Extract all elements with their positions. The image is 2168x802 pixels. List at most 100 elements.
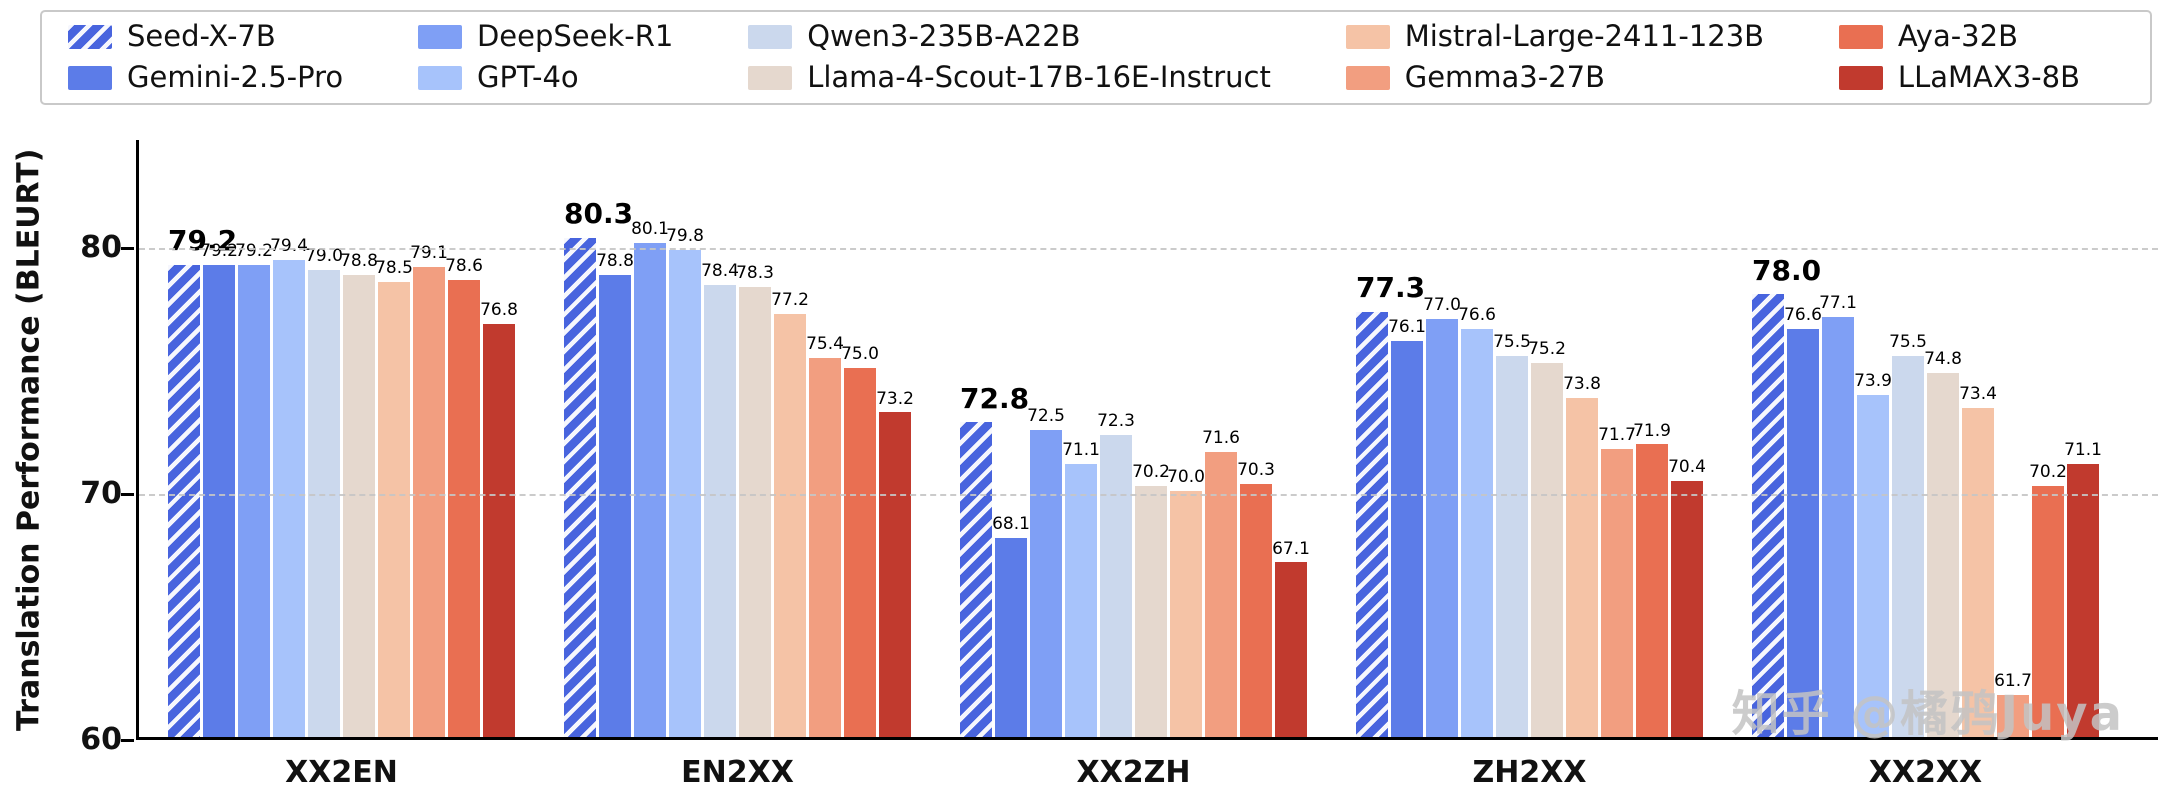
bar-rect [739, 287, 771, 737]
bar-value-label: 77.2 [771, 290, 809, 311]
bar-value-label: 79.4 [270, 236, 308, 257]
bar-value-label: 70.0 [1167, 467, 1205, 488]
bar-Aya-32B-XX2XX: 70.2 [2029, 462, 2067, 737]
bar-rect [1636, 444, 1668, 737]
bar-rect [634, 242, 666, 737]
bar-rect [1065, 464, 1097, 737]
bar-rect [1170, 491, 1202, 737]
bar-Gemma3-27B-XX2ZH: 71.6 [1202, 429, 1240, 737]
bar-rect [2067, 464, 2099, 737]
bar-value-label: 72.8 [960, 381, 1030, 415]
bar-rect [378, 282, 410, 737]
bar-Llama-4-Scout-17B-16E-Instruct-XX2EN: 78.8 [340, 250, 378, 737]
bar-rect [1857, 395, 1889, 737]
bar-Llama-4-Scout-17B-16E-Instruct-XX2ZH: 70.2 [1132, 463, 1170, 737]
bar-rect [1426, 318, 1458, 737]
bar-Gemini-2.5-Pro-ZH2XX: 76.1 [1388, 318, 1426, 737]
bar-value-label: 80.3 [564, 197, 634, 231]
bar-value-label: 61.7 [1994, 671, 2032, 692]
bar-rect [308, 269, 340, 737]
legend-item-Qwen3-235B-A22B: Qwen3-235B-A22B [748, 20, 1271, 53]
bar-Aya-32B-ZH2XX: 71.9 [1633, 422, 1671, 737]
bar-Qwen3-235B-A22B-XX2XX: 75.5 [1889, 332, 1927, 737]
y-tick-label-70: 70 [80, 476, 122, 512]
bar-value-label: 72.3 [1097, 410, 1135, 431]
bar-value-label: 79.8 [666, 226, 704, 247]
bar-Mistral-Large-2411-123B-XX2XX: 73.4 [1959, 385, 1997, 737]
bar-Qwen3-235B-A22B-XX2ZH: 72.3 [1097, 410, 1135, 737]
bar-rect [564, 237, 596, 737]
bar-value-label: 67.1 [1272, 538, 1310, 559]
bar-Mistral-Large-2411-123B-XX2EN: 78.5 [375, 259, 413, 737]
bar-value-label: 70.3 [1237, 459, 1275, 480]
x-category-label-ZH2XX: ZH2XX [1472, 755, 1587, 790]
bar-rect [704, 284, 736, 737]
bar-value-label: 71.1 [1062, 440, 1100, 461]
legend-swatch [1345, 65, 1390, 90]
bar-group-ZH2XX: 77.3 76.1 77.0 76.6 75.5 75.2 73.8 71.7 71.9 70.4… [1356, 273, 1706, 790]
bar-rect [1391, 341, 1423, 737]
bar-DeepSeek-R1-XX2ZH: 72.5 [1027, 405, 1065, 737]
bar-Mistral-Large-2411-123B-ZH2XX: 73.8 [1563, 375, 1601, 737]
bar-Aya-32B-EN2XX: 75.0 [841, 345, 879, 737]
legend-column-1: Seed-X-7B Gemini-2.5-Pro [68, 19, 343, 94]
legend-swatch [1345, 25, 1390, 50]
x-category-label-EN2XX: EN2XX [681, 755, 794, 790]
bar-rect [203, 264, 235, 737]
bar-Gemini-2.5-Pro-XX2EN: 79.2 [200, 242, 238, 737]
bar-Gemini-2.5-Pro-XX2ZH: 68.1 [992, 513, 1030, 737]
legend-column-2: DeepSeek-R1 GPT-4o [417, 20, 673, 94]
bar-value-label: 78.8 [596, 250, 634, 271]
bar-Seed-X-7B-XX2ZH: 72.8 [960, 383, 1029, 737]
legend-swatch [1838, 65, 1883, 90]
bar-value-label: 78.8 [340, 250, 378, 271]
bar-rect [1100, 434, 1132, 737]
x-category-label-XX2ZH: XX2ZH [1076, 755, 1191, 790]
bar-value-label: 75.2 [1528, 339, 1566, 360]
bar-rect [1356, 311, 1388, 737]
bar-rect [1892, 355, 1924, 737]
bar-Aya-32B-XX2ZH: 70.3 [1237, 459, 1275, 737]
legend-label: LLaMAX3-8B [1897, 60, 2080, 94]
bar-DeepSeek-R1-ZH2XX: 77.0 [1423, 296, 1461, 737]
legend-item-DeepSeek-R1: DeepSeek-R1 [417, 20, 673, 53]
legend-column-5: Aya-32B LLaMAX3-8B [1838, 20, 2080, 94]
legend-item-Llama-4-Scout-17B-16E-Instruct: Llama-4-Scout-17B-16E-Instruct [748, 61, 1271, 94]
bar-LLaMAX3-8B-XX2XX: 71.1 [2064, 441, 2102, 737]
bar-Llama-4-Scout-17B-16E-Instruct-EN2XX: 78.3 [736, 264, 774, 737]
legend-item-Aya-32B: Aya-32B [1838, 20, 2080, 53]
bar-value-label: 75.5 [1889, 332, 1927, 353]
bar-rect [774, 314, 806, 737]
bar-Seed-X-7B-XX2EN: 79.2 [168, 226, 237, 737]
bar-Aya-32B-XX2EN: 78.6 [445, 257, 483, 737]
bar-rect [879, 412, 911, 737]
y-tick-label-80: 80 [80, 230, 122, 266]
legend-swatch [68, 65, 112, 90]
bar-value-label: 73.2 [876, 388, 914, 409]
bar-rect [2032, 486, 2064, 737]
bar-rect [995, 537, 1027, 737]
bar-value-label: 68.1 [992, 513, 1030, 534]
bar-rect [1030, 429, 1062, 737]
legend-label: Seed-X-7B [127, 19, 276, 54]
y-tick-label-60: 60 [80, 722, 122, 757]
bar-Gemma3-27B-XX2EN: 79.1 [410, 245, 448, 737]
bar-LLaMAX3-8B-EN2XX: 73.2 [876, 388, 914, 737]
legend-swatch [748, 25, 793, 50]
bar-Gemini-2.5-Pro-XX2XX: 76.6 [1784, 306, 1822, 737]
bar-rect [960, 422, 992, 737]
bar-value-label: 76.6 [1458, 304, 1496, 325]
bar-value-label: 80.1 [631, 218, 669, 239]
bar-rect [1601, 449, 1633, 737]
legend-item-Mistral-Large-2411-123B: Mistral-Large-2411-123B [1345, 20, 1764, 53]
bar-value-label: 72.5 [1027, 405, 1065, 426]
bar-group-EN2XX: 80.3 78.8 80.1 79.8 78.4 78.3 77.2 75.4 75.0 73.2… [564, 197, 914, 790]
bar-Seed-X-7B-ZH2XX: 77.3 [1356, 273, 1425, 737]
bar-value-label: 70.4 [1668, 457, 1706, 478]
bar-rect [809, 358, 841, 737]
bar-value-label: 75.5 [1493, 332, 1531, 353]
bar-rect [599, 274, 631, 737]
legend-item-Gemma3-27B: Gemma3-27B [1345, 61, 1764, 94]
bar-value-label: 70.2 [2029, 462, 2067, 483]
bar-value-label: 74.8 [1924, 349, 1962, 370]
